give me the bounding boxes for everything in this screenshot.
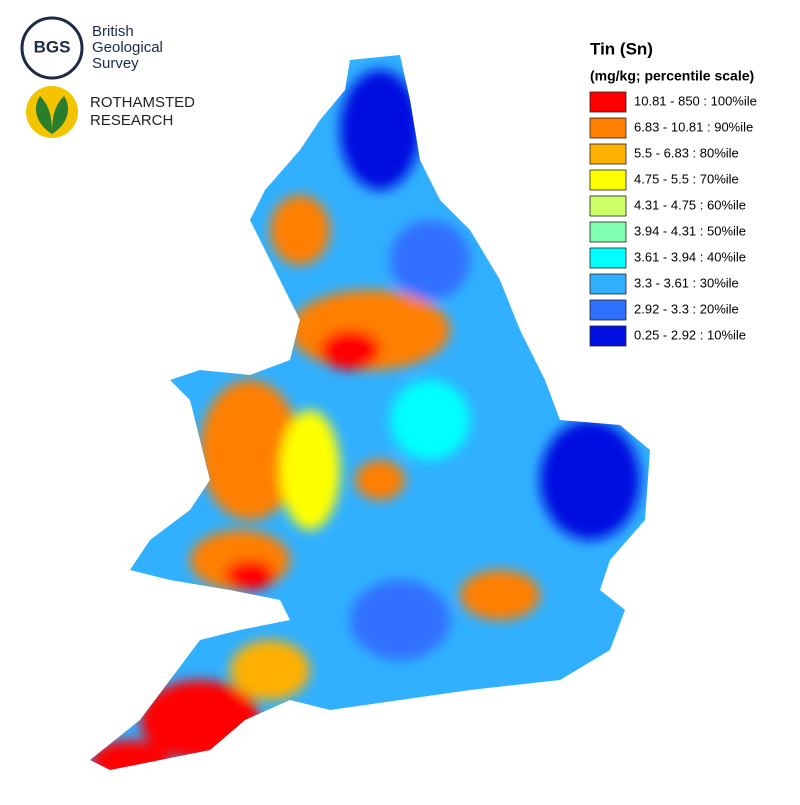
legend-swatch xyxy=(589,273,627,295)
legend-swatch xyxy=(589,117,627,139)
logo-text: British xyxy=(92,23,134,40)
logo-text: Geological xyxy=(92,39,163,56)
legend-label: 10.81 - 850 : 100%ile xyxy=(634,93,757,108)
legend-label: 3.94 - 4.31 : 50%ile xyxy=(634,223,746,238)
legend-swatch xyxy=(589,325,627,347)
bgs-logo: BGS British Geological Survey xyxy=(20,16,163,80)
legend-swatch xyxy=(589,91,627,113)
legend-label: 3.3 - 3.61 : 30%ile xyxy=(634,275,739,290)
legend-swatch xyxy=(589,195,627,217)
legend-swatch xyxy=(589,143,627,165)
legend-swatch xyxy=(589,221,627,243)
legend-title: Tin (Sn) xyxy=(590,39,653,58)
legend-label: 4.75 - 5.5 : 70%ile xyxy=(634,171,739,186)
legend-swatch xyxy=(589,299,627,321)
legend-label: 4.31 - 4.75 : 60%ile xyxy=(634,197,746,212)
legend-label: 5.5 - 6.83 : 80%ile xyxy=(634,145,739,160)
logo-text: ROTHAMSTED xyxy=(90,94,195,111)
logo-mark: BGS xyxy=(34,37,71,56)
legend-swatch xyxy=(589,247,627,269)
legend-label: 0.25 - 2.92 : 10%ile xyxy=(634,327,746,342)
logo-text: RESEARCH xyxy=(90,112,173,129)
legend: Tin (Sn) (mg/kg; percentile scale) 10.81… xyxy=(589,39,757,347)
legend-swatch xyxy=(589,169,627,191)
logo-text: Survey xyxy=(92,55,139,72)
map xyxy=(90,55,650,770)
legend-label: 3.61 - 3.94 : 40%ile xyxy=(634,249,746,264)
legend-label: 6.83 - 10.81 : 90%ile xyxy=(634,119,753,134)
legend-label: 2.92 - 3.3 : 20%ile xyxy=(634,301,739,316)
legend-subtitle: (mg/kg; percentile scale) xyxy=(590,68,754,84)
rothamsted-logo: ROTHAMSTED RESEARCH xyxy=(26,86,195,138)
